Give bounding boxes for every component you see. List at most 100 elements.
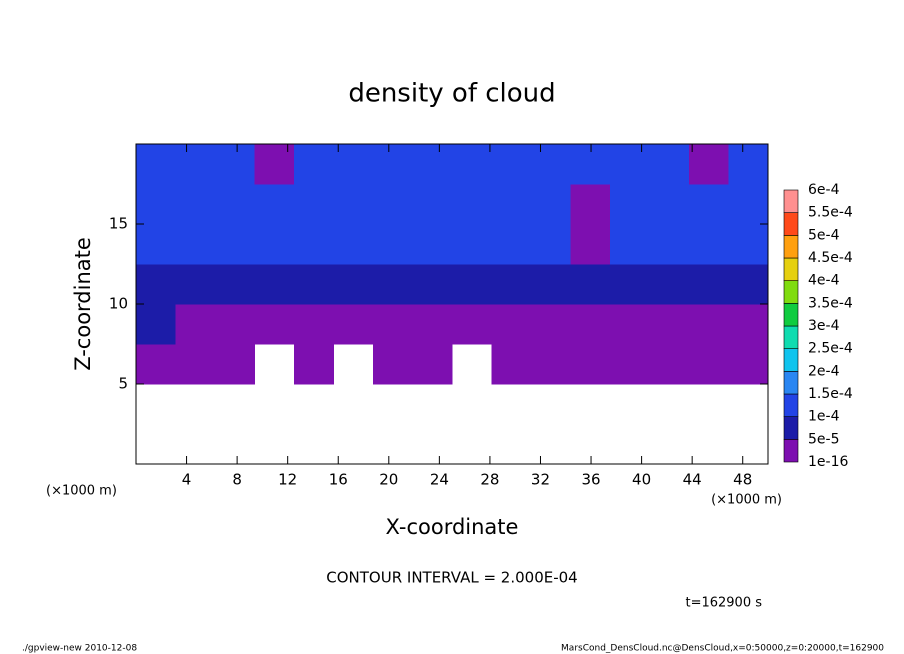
colorbar-label: 4e-4 [808,273,840,289]
contour-cell [491,144,532,185]
contour-cell [254,184,295,225]
contour-cell [175,304,216,345]
contour-cell [452,264,492,305]
contour-cell [649,304,690,345]
colorbar-label: 4.5e-4 [808,250,853,266]
y-unit: (×1000 m) [46,484,117,499]
contour-cell [136,224,176,265]
contour-cell [570,144,611,185]
contour-cell [649,184,690,225]
contour-cell [531,344,571,385]
colorbar-box [783,348,799,372]
x-tick-label: 36 [581,471,600,489]
contour-cell [610,224,650,265]
contour-cell [254,304,295,345]
contour-cell [412,304,453,345]
colorbar-box [783,439,799,463]
contour-cell [136,304,176,345]
contour-cell [294,224,334,265]
contour-cell [412,344,453,385]
contour-cell [689,304,729,345]
x-tick-label: 4 [182,471,192,489]
contour-cell [452,184,492,225]
contour-cell [254,264,295,305]
contour-cell [333,304,374,345]
colorbar-box [783,280,799,304]
contour-cell [491,224,532,265]
contour-cell [610,304,650,345]
contour-cell [728,344,769,385]
contour-cell [728,264,769,305]
footer-left: ./gpview-new 2010-12-08 [22,644,137,654]
contour-cell [491,184,532,225]
contour-cell [373,304,413,345]
contour-cell [136,144,176,185]
contour-cell [136,344,176,385]
contour-cell [333,184,374,225]
contour-cell [570,224,611,265]
contour-cell [412,144,453,185]
colorbar-label: 5e-4 [808,227,840,243]
contour-cell [412,264,453,305]
x-tick-label: 44 [683,471,702,489]
colorbar-label: 1.5e-4 [808,386,853,402]
contour-cell [254,144,295,185]
colorbar-box [783,189,799,213]
contour-cell [531,184,571,225]
contour-cell [689,224,729,265]
contour-cell [649,224,690,265]
x-tick-label: 12 [278,471,297,489]
x-tick-label: 28 [480,471,499,489]
contour-cell [215,304,255,345]
contour-interval: CONTOUR INTERVAL = 2.000E-04 [326,569,577,587]
contour-cell [175,224,216,265]
contour-cell [333,144,374,185]
contour-cell [570,344,611,385]
x-tick-label: 20 [379,471,398,489]
contour-cell [294,344,334,385]
footer-right: MarsCond_DensCloud.nc@DensCloud,x=0:5000… [561,644,884,654]
contour-cell [728,304,769,345]
contour-cell [175,184,216,225]
contour-cell [136,264,176,305]
contour-cell [373,224,413,265]
contour-cell [610,344,650,385]
contour-cell [215,344,255,385]
contour-cell [175,264,216,305]
y-tick-label: 5 [118,375,128,393]
x-unit: (×1000 m) [711,493,782,508]
x-tick-label: 40 [632,471,651,489]
contour-cell [373,344,413,385]
contour-cell [531,264,571,305]
contour-cell [254,224,295,265]
contour-cell [412,184,453,225]
colorbar-label: 6e-4 [808,182,840,198]
contour-cell [728,224,769,265]
y-tick-label: 10 [109,295,128,313]
contour-cell [689,264,729,305]
contour-cell [215,144,255,185]
contour-cell [333,224,374,265]
colorbar-box [783,325,799,349]
colorbar-label: 3.5e-4 [808,295,853,311]
contour-cell [412,224,453,265]
contour-cell [294,144,334,185]
contour-cell [215,184,255,225]
contour-cell [491,304,532,345]
contour-cell [215,264,255,305]
contour-cell [689,184,729,225]
contour-cell [373,264,413,305]
contour-cell [373,144,413,185]
contour-cell [175,344,216,385]
colorbar-box [783,235,799,259]
contour-cell [610,144,650,185]
colorbar-label: 2e-4 [808,363,840,379]
x-axis-label: X-coordinate [386,515,519,539]
x-tick-label: 8 [232,471,242,489]
colorbar-label: 1e-4 [808,409,840,425]
colorbar-label: 3e-4 [808,318,840,334]
contour-cell [373,184,413,225]
contour-cell [531,304,571,345]
colorbar-box [783,371,799,395]
